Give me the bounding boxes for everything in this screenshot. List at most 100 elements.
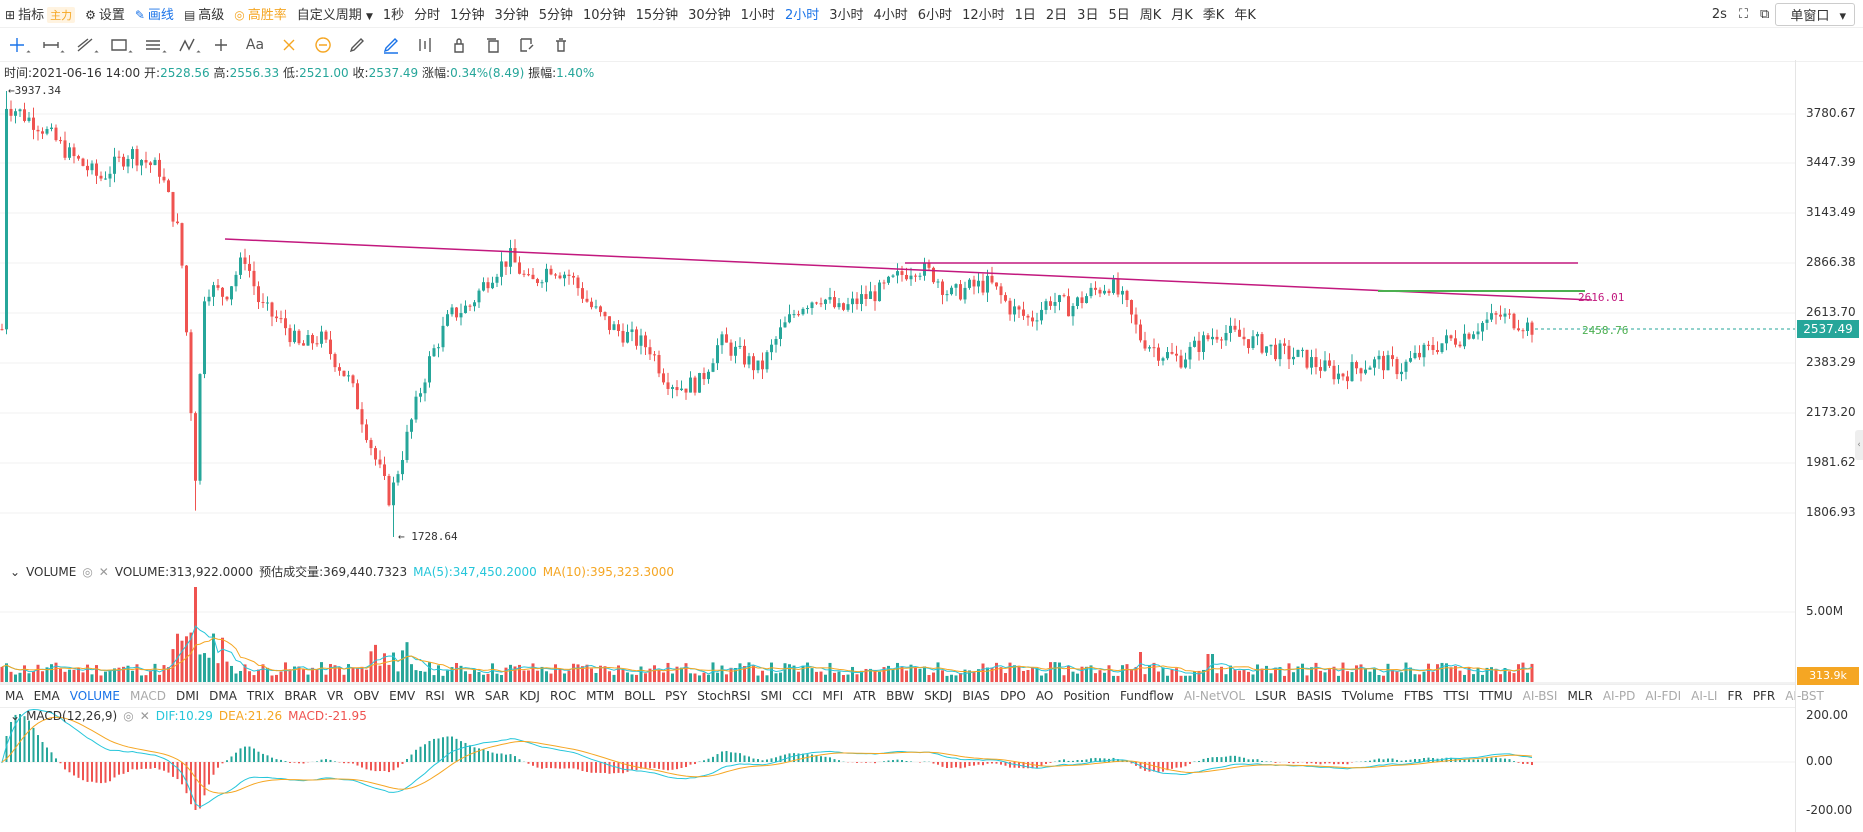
pen-icon[interactable] <box>340 31 374 59</box>
indicator-tab[interactable]: AI-NetVOL <box>1183 689 1246 703</box>
period-tab[interactable]: 6小时 <box>917 8 953 23</box>
panel-toggle-icon[interactable]: ‹ <box>1855 430 1863 460</box>
indicator-tab[interactable]: ROC <box>549 689 577 703</box>
indicator-button[interactable]: ⊞ 指标 主力 <box>0 4 80 23</box>
indicator-tab[interactable]: TRIX <box>246 689 275 703</box>
period-tab[interactable]: 2小时 <box>784 8 820 23</box>
indicator-tab[interactable]: FR <box>1727 689 1743 703</box>
horizontal-line-icon[interactable] <box>34 31 68 59</box>
indicator-tab[interactable]: BRAR <box>284 689 317 703</box>
eye-icon[interactable]: ◎ <box>123 709 134 723</box>
indicator-tab[interactable]: AI-LI <box>1691 689 1718 703</box>
indicator-tab[interactable]: PSY <box>665 689 688 703</box>
period-tab[interactable]: 3分钟 <box>494 8 529 23</box>
indicator-tab[interactable]: RSI <box>425 689 445 703</box>
indicator-tab[interactable]: DMA <box>209 689 237 703</box>
indicator-tab[interactable]: MACD <box>129 689 166 703</box>
indicator-tab[interactable]: MLR <box>1567 689 1593 703</box>
indicator-tab[interactable]: SAR <box>484 689 510 703</box>
indicator-tab[interactable]: TVolume <box>1341 689 1394 703</box>
custom-period-dropdown[interactable]: 自定义周期 ▼ <box>292 4 378 23</box>
window-icon[interactable]: ⧉ <box>1760 6 1770 22</box>
magnet-strong-icon[interactable] <box>306 31 340 59</box>
indicator-tab[interactable]: ATR <box>853 689 877 703</box>
indicator-tab[interactable]: SKDJ <box>924 689 953 703</box>
eye-icon[interactable]: ◎ <box>82 564 93 579</box>
parallel-channel-icon[interactable] <box>136 31 170 59</box>
indicator-tab[interactable]: CCI <box>792 689 813 703</box>
period-tab[interactable]: 周K <box>1139 8 1162 23</box>
crosshair-icon[interactable] <box>0 31 34 59</box>
indicator-tab[interactable]: MFI <box>822 689 844 703</box>
indicator-tab[interactable]: WR <box>454 689 475 703</box>
fullscreen-icon[interactable]: ⛶ <box>1738 6 1749 22</box>
measure-icon[interactable] <box>204 31 238 59</box>
indicator-tab[interactable]: BIAS <box>962 689 990 703</box>
period-tab[interactable]: 1小时 <box>740 8 775 23</box>
period-tab[interactable]: 4小时 <box>873 8 908 23</box>
text-icon[interactable]: Aa <box>238 31 272 59</box>
close-icon[interactable]: ✕ <box>98 564 109 579</box>
indicator-tab[interactable]: AI-BST <box>1785 689 1824 703</box>
period-tab[interactable]: 年K <box>1234 8 1256 23</box>
window-mode-select[interactable]: 单窗口 ▾ <box>1775 2 1855 26</box>
indicator-tab[interactable]: AI-BSI <box>1522 689 1558 703</box>
period-tab[interactable]: 1秒 <box>382 8 405 23</box>
indicator-tab[interactable]: VR <box>326 689 344 703</box>
period-tab[interactable]: 分时 <box>414 8 441 23</box>
period-tab[interactable]: 月K <box>1171 8 1193 23</box>
period-tab[interactable]: 5日 <box>1108 8 1130 23</box>
indicator-tab[interactable]: FTBS <box>1403 689 1434 703</box>
period-tab[interactable]: 2日 <box>1045 8 1068 23</box>
advanced-button[interactable]: ▤ 高级 <box>179 4 229 23</box>
edit-icon[interactable] <box>510 31 544 59</box>
indicator-tab[interactable]: TTSI <box>1443 689 1470 703</box>
refresh-interval[interactable]: 2s <box>1711 6 1727 22</box>
indicator-tab[interactable]: BASIS <box>1296 689 1332 703</box>
indicator-tab[interactable]: SMI <box>760 689 783 703</box>
settings-button[interactable]: ⚙ 设置 <box>80 4 130 23</box>
indicator-tab[interactable]: OBV <box>353 689 380 703</box>
pen-active-icon[interactable] <box>374 31 408 59</box>
collapse-chevron-icon[interactable]: ⌄ <box>10 709 21 723</box>
indicator-tab[interactable]: AI-FDI <box>1645 689 1682 703</box>
price-chart[interactable] <box>0 60 1795 560</box>
indicator-tab[interactable]: AO <box>1035 689 1054 703</box>
period-tab[interactable]: 1分钟 <box>450 8 485 23</box>
period-tab[interactable]: 12小时 <box>962 8 1005 23</box>
collapse-chevron-icon[interactable]: ⌄ <box>10 564 21 579</box>
indicator-tab[interactable]: EMV <box>389 689 416 703</box>
delete-icon[interactable] <box>544 31 578 59</box>
indicator-tab[interactable]: AI-PD <box>1602 689 1636 703</box>
fibonacci-icon[interactable] <box>170 31 204 59</box>
indicator-tab[interactable]: BBW <box>886 689 915 703</box>
volume-chart[interactable] <box>0 580 1795 684</box>
indicator-tab[interactable]: KDJ <box>519 689 540 703</box>
period-tab[interactable]: 5分钟 <box>538 8 574 23</box>
indicator-tab[interactable]: BOLL <box>624 689 656 703</box>
winrate-button[interactable]: ◎ 高胜率 <box>229 4 292 23</box>
indicator-tab[interactable]: MTM <box>586 689 615 703</box>
indicator-tab[interactable]: TTMU <box>1479 689 1513 703</box>
period-tab[interactable]: 1日 <box>1014 8 1036 23</box>
close-icon[interactable]: ✕ <box>139 709 150 723</box>
lock-icon[interactable] <box>442 31 476 59</box>
candle-replay-icon[interactable] <box>408 31 442 59</box>
descending-trendline[interactable] <box>224 238 1593 301</box>
indicator-tab[interactable]: VOLUME <box>69 689 120 703</box>
price-axis[interactable]: 3780.67 3447.39 3143.49 2866.38 2613.70 2383.… <box>1795 60 1863 832</box>
trend-line-icon[interactable] <box>68 31 102 59</box>
indicator-tab[interactable]: Fundflow <box>1120 689 1174 703</box>
period-tab[interactable]: 15分钟 <box>635 8 679 23</box>
indicator-tab[interactable]: StochRSI <box>697 689 751 703</box>
rectangle-icon[interactable] <box>102 31 136 59</box>
period-tab[interactable]: 30分钟 <box>688 8 731 23</box>
indicator-tab[interactable]: MA <box>5 689 24 703</box>
period-tab[interactable]: 3小时 <box>829 8 864 23</box>
period-tab[interactable]: 3日 <box>1077 8 1099 23</box>
period-tab[interactable]: 10分钟 <box>583 8 626 23</box>
period-tab[interactable]: 季K <box>1202 8 1225 23</box>
indicator-tab[interactable]: LSUR <box>1255 689 1287 703</box>
magnet-icon[interactable] <box>272 31 306 59</box>
draw-button[interactable]: ✎ 画线 <box>130 4 179 23</box>
